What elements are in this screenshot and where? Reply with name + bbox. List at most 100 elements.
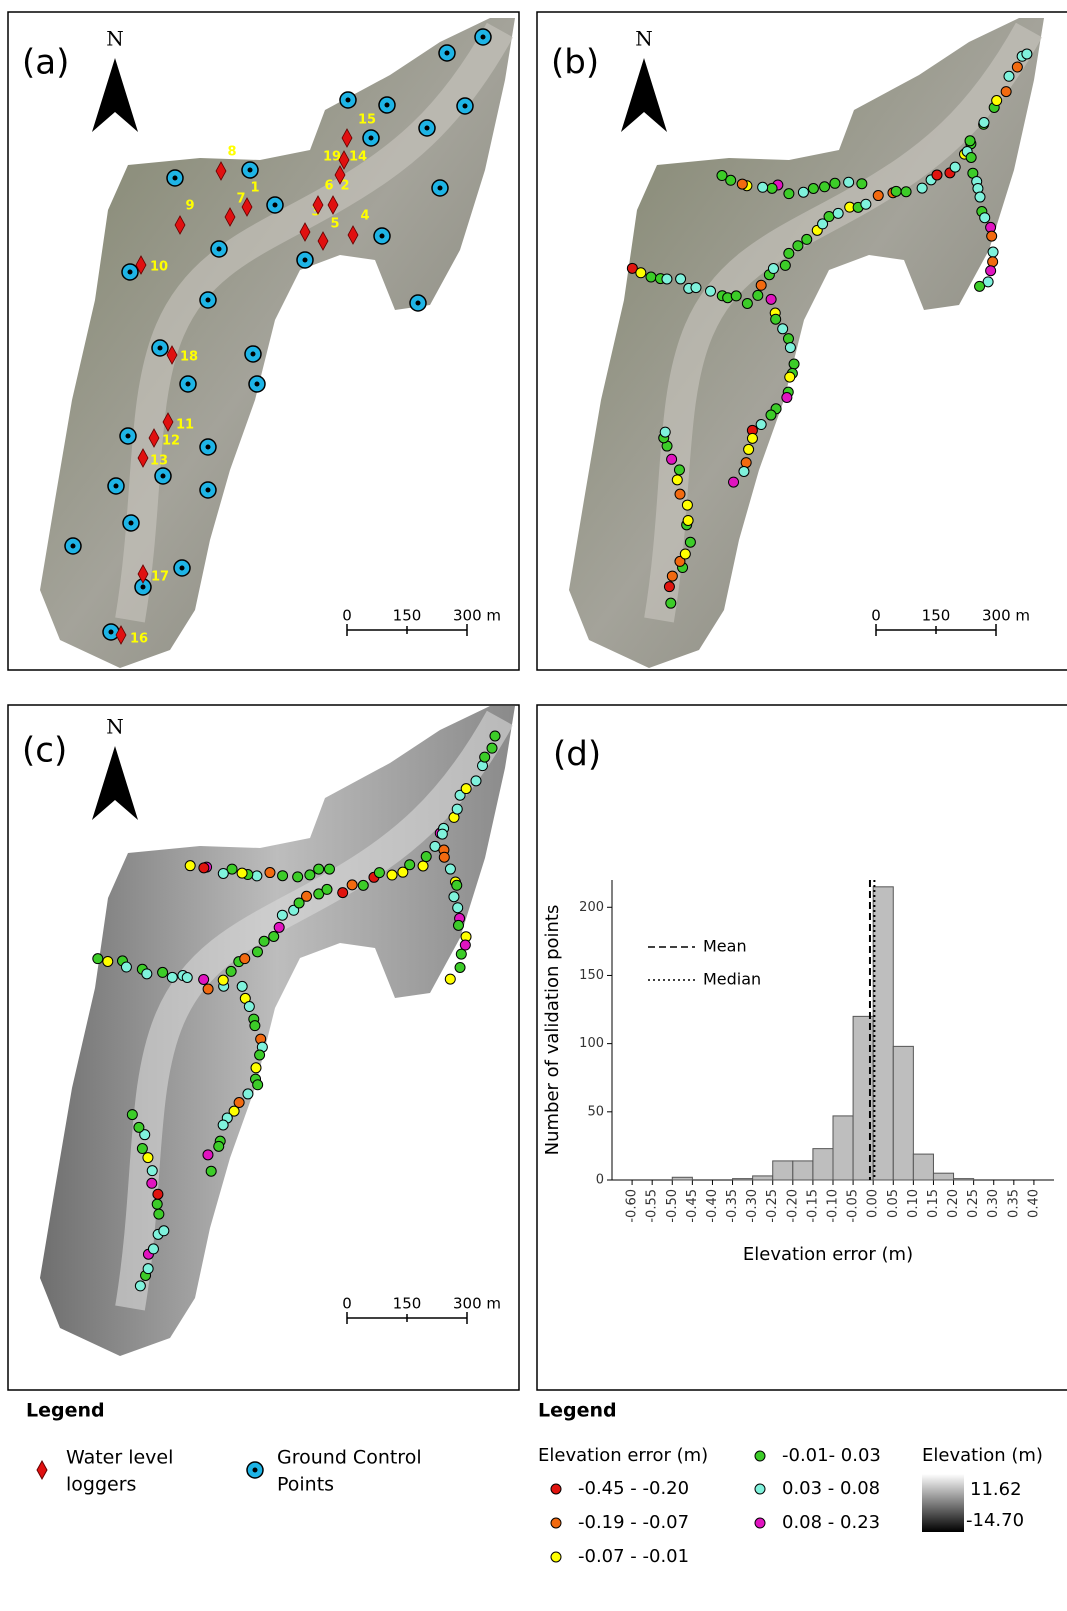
gcp-center — [273, 203, 278, 208]
legend-label: Ground Control — [277, 1447, 422, 1469]
gcp-center — [158, 346, 163, 351]
validation-point — [259, 936, 269, 946]
validation-point — [706, 286, 716, 296]
validation-point — [932, 170, 942, 180]
validation-point — [490, 731, 500, 741]
logger-label: 7 — [236, 192, 245, 207]
y-tick-label: 200 — [579, 900, 604, 915]
gcp-center — [369, 136, 374, 141]
validation-point — [680, 549, 690, 559]
validation-point — [873, 191, 883, 201]
x-tick-label: -0.05 — [846, 1189, 861, 1223]
validation-point — [742, 298, 752, 308]
x-tick-label: -0.20 — [785, 1189, 800, 1223]
gcp-center — [173, 176, 178, 181]
legend-label: Water level — [66, 1447, 173, 1469]
north-arrow — [92, 58, 138, 132]
validation-point — [674, 465, 684, 475]
x-tick-label: 0.05 — [886, 1189, 901, 1218]
legend-title: Legend — [538, 1400, 617, 1422]
validation-point — [405, 860, 415, 870]
validation-point — [682, 500, 692, 510]
validation-point — [667, 571, 677, 581]
validation-point — [676, 274, 686, 284]
validation-point — [226, 966, 236, 976]
validation-point — [153, 1189, 163, 1199]
validation-point — [252, 947, 262, 957]
scale-bar — [347, 1312, 467, 1324]
validation-point — [802, 234, 812, 244]
validation-point — [771, 314, 781, 324]
bar — [913, 1154, 933, 1180]
validation-point — [278, 871, 288, 881]
validation-point — [768, 264, 778, 274]
gcp-center — [303, 258, 308, 263]
validation-point — [214, 1141, 224, 1151]
logger-label: 13 — [150, 454, 168, 469]
logger-label: 11 — [176, 418, 194, 433]
logger-label: 4 — [360, 209, 369, 224]
validation-point — [1012, 62, 1022, 72]
validation-point — [461, 784, 471, 794]
validation-point — [660, 427, 670, 437]
validation-point — [731, 291, 741, 301]
bar — [933, 1173, 953, 1180]
validation-point — [756, 280, 766, 290]
gcp-center — [114, 484, 119, 489]
logger-label: 12 — [162, 434, 180, 449]
validation-point — [269, 931, 279, 941]
validation-point — [314, 864, 324, 874]
validation-point — [127, 1110, 137, 1120]
validation-point — [685, 537, 695, 547]
x-tick-label: 0.30 — [986, 1189, 1001, 1218]
scale-label: 300 m — [982, 607, 1030, 625]
north-label: N — [106, 27, 124, 51]
figure-canvas: (a)N0150300 m123456789101112131415161718… — [0, 0, 1067, 1611]
validation-point — [986, 266, 996, 276]
legend-label: -0.19 - -0.07 — [578, 1512, 689, 1533]
validation-point — [747, 433, 757, 443]
validation-point — [243, 1089, 253, 1099]
validation-point — [449, 892, 459, 902]
x-tick-label: 0.35 — [1006, 1189, 1021, 1218]
bar — [954, 1179, 974, 1180]
validation-point — [93, 954, 103, 964]
class-symbol — [551, 1518, 561, 1528]
validation-point — [487, 743, 497, 753]
y-tick-label: 150 — [579, 968, 604, 983]
logger-label: 6 — [324, 179, 333, 194]
validation-point — [471, 776, 481, 786]
gcp-center — [206, 488, 211, 493]
scale-label: 150 — [393, 1295, 422, 1313]
x-tick-label: 0.00 — [866, 1189, 881, 1218]
validation-point — [824, 212, 834, 222]
validation-point — [753, 290, 763, 300]
validation-point — [460, 940, 470, 950]
legends: LegendWater levelloggersGround ControlPo… — [26, 1400, 1043, 1568]
logger-label: 15 — [358, 113, 376, 128]
class-symbol — [551, 1552, 561, 1562]
x-tick-label: -0.60 — [625, 1189, 640, 1223]
validation-point — [159, 1226, 169, 1236]
validation-point — [901, 187, 911, 197]
validation-point — [152, 1199, 162, 1209]
panel-frame — [537, 705, 1067, 1390]
legend-label: -14.70 — [966, 1510, 1024, 1531]
x-tick-label: -0.55 — [645, 1189, 660, 1223]
validation-point — [833, 208, 843, 218]
map-panel: (a)N0150300 m123456789101112131415161718… — [22, 18, 515, 668]
validation-point — [891, 186, 901, 196]
validation-point — [778, 324, 788, 334]
validation-point — [277, 910, 287, 920]
x-tick-label: 0.40 — [1026, 1189, 1041, 1218]
gcp-center — [385, 103, 390, 108]
gcp-center — [251, 352, 256, 357]
legend-label: Mean — [703, 937, 747, 956]
validation-point — [387, 870, 397, 880]
validation-point — [203, 984, 213, 994]
panel-label: (b) — [551, 43, 599, 83]
validation-point — [135, 1281, 145, 1291]
validation-point — [784, 189, 794, 199]
validation-point — [798, 187, 808, 197]
